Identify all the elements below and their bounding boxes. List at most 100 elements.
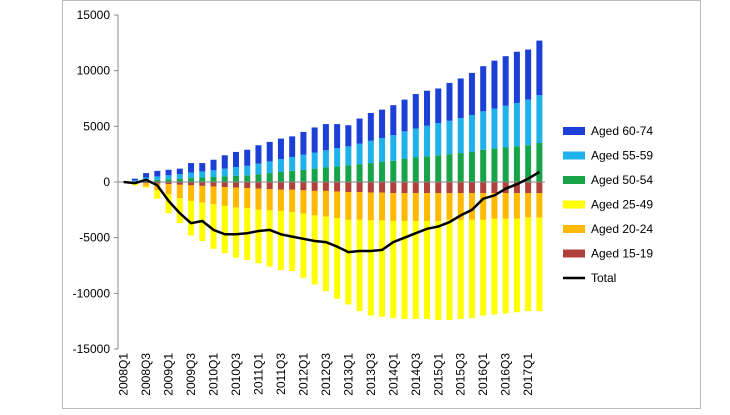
bar: [255, 182, 262, 189]
bar: [334, 148, 341, 167]
bar: [131, 183, 138, 186]
bar: [536, 182, 543, 194]
bar: [311, 127, 318, 153]
bar: [334, 218, 341, 299]
bar: [457, 117, 464, 154]
bar: [232, 182, 239, 188]
bar: [210, 182, 217, 187]
bar: [165, 179, 172, 182]
bar: [334, 124, 341, 149]
bar: [188, 172, 195, 179]
bar: [221, 205, 228, 254]
bar: [457, 193, 464, 220]
bar: [165, 175, 172, 180]
bar: [165, 182, 172, 185]
bar: [390, 105, 397, 136]
bar: [345, 192, 352, 220]
bar: [334, 191, 341, 219]
bar: [176, 184, 183, 199]
bar: [322, 124, 329, 151]
legend-swatch: [563, 176, 585, 184]
bar: [379, 161, 386, 182]
bar: [300, 169, 307, 182]
bar: [412, 94, 419, 129]
bar: [289, 189, 296, 213]
bar: [176, 182, 183, 185]
bar: [154, 170, 161, 177]
bar: [502, 56, 509, 106]
legend-label: Aged 55-59: [591, 149, 653, 163]
x-tick-label: 2009Q3: [184, 353, 198, 396]
bar: [401, 158, 408, 182]
bar: [379, 182, 386, 193]
bar: [221, 182, 228, 188]
bar: [143, 183, 150, 187]
bar: [188, 178, 195, 182]
bar: [311, 182, 318, 191]
bar: [424, 125, 431, 157]
bar: [390, 135, 397, 161]
bar: [232, 207, 239, 258]
bar: [412, 128, 419, 158]
bar: [468, 115, 475, 152]
x-tick-label: 2013Q3: [364, 353, 378, 396]
bar: [289, 136, 296, 157]
y-tick-label: 10000: [77, 64, 111, 78]
bar: [244, 182, 251, 189]
bar: [367, 140, 374, 164]
legend-label: Aged 20-24: [591, 222, 653, 236]
bar: [210, 159, 217, 171]
legend-swatch: [563, 127, 585, 135]
bar: [379, 109, 386, 139]
x-tick-label: 2012Q1: [296, 353, 310, 396]
bar: [401, 220, 408, 319]
bar: [525, 145, 532, 182]
bar: [480, 149, 487, 182]
bar: [525, 99, 532, 146]
bar: [289, 212, 296, 272]
bar: [513, 51, 520, 103]
bar: [311, 168, 318, 182]
bar: [491, 108, 498, 149]
bar: [300, 131, 307, 155]
legend-label: Aged 15-19: [591, 247, 653, 261]
bar: [199, 163, 206, 172]
bar: [379, 192, 386, 221]
bar: [154, 179, 161, 182]
bar: [255, 145, 262, 164]
bar: [491, 218, 498, 315]
bar: [424, 220, 431, 319]
bar: [367, 220, 374, 316]
bar: [502, 193, 509, 219]
bar: [345, 146, 352, 166]
bar: [412, 220, 419, 319]
bar: [435, 155, 442, 182]
x-tick-label: 2010Q3: [229, 353, 243, 396]
bar: [221, 155, 228, 169]
bar: [446, 120, 453, 155]
bar: [232, 175, 239, 182]
x-tick-label: 2014Q1: [386, 353, 400, 396]
bar: [210, 176, 217, 182]
bar: [188, 185, 195, 201]
bar: [457, 153, 464, 182]
bar: [379, 220, 386, 317]
bar: [289, 170, 296, 182]
bar: [446, 182, 453, 194]
bar: [457, 219, 464, 319]
legend-label: Aged 25-49: [591, 198, 653, 212]
bar: [367, 182, 374, 193]
bar: [412, 157, 419, 182]
bar: [491, 182, 498, 194]
bar: [143, 186, 150, 188]
bar: [322, 150, 329, 168]
bar: [300, 213, 307, 278]
bar: [210, 170, 217, 177]
bar: [176, 168, 183, 175]
bar: [266, 173, 273, 182]
bar: [266, 182, 273, 190]
bar: [424, 156, 431, 182]
bar: [446, 154, 453, 182]
bar: [390, 220, 397, 318]
bar: [143, 182, 150, 184]
